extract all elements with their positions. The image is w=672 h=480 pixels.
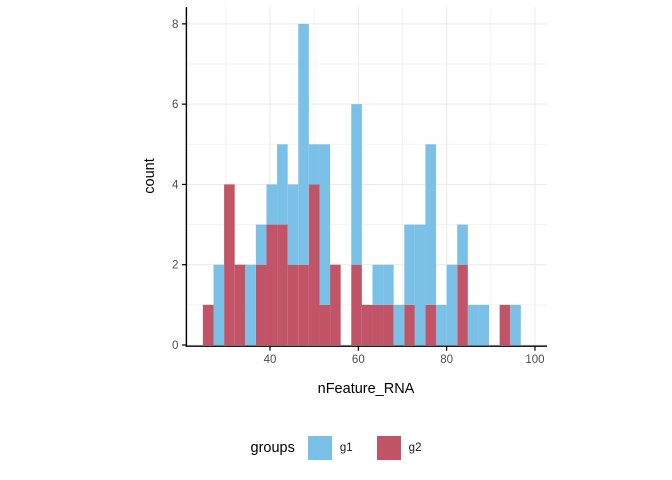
bar-segment-g1: [510, 304, 521, 345]
bar-segment-g1: [308, 144, 320, 185]
bar-segment-g1: [414, 224, 426, 345]
bar-segment-g1: [425, 144, 437, 305]
x-axis-title: nFeature_RNA: [317, 381, 415, 397]
bar-segment-g1: [446, 264, 458, 345]
x-tick-label: 100: [525, 354, 544, 366]
bar-segment-g1: [351, 104, 362, 265]
bar-segment-g2: [372, 304, 384, 345]
y-axis-title: count: [142, 158, 158, 194]
bars-g1: [213, 23, 521, 345]
bar-segment-g2: [499, 304, 511, 345]
bar-segment-g2: [319, 304, 331, 345]
bar-segment-g2: [255, 264, 267, 345]
bar-segment-g2: [287, 264, 299, 345]
bar-segment-g1: [255, 224, 267, 265]
bar-segment-g1: [213, 264, 225, 345]
bar-segment-g1: [467, 304, 479, 345]
bar-segment-g2: [202, 304, 214, 345]
bar-segment-g2: [330, 264, 341, 345]
bar-segment-g1: [298, 23, 309, 265]
y-tick-label: 4: [172, 179, 179, 191]
bar-segment-g1: [457, 224, 468, 265]
bar-segment-g2: [361, 304, 373, 345]
bar-segment-g1: [393, 304, 405, 345]
bar-segment-g1: [266, 184, 278, 225]
bar-segment-g2: [308, 184, 320, 345]
bar-segment-g1: [383, 264, 394, 305]
bar-segment-g1: [319, 144, 331, 305]
bar-segment-g2: [404, 304, 415, 345]
bars-g2: [202, 184, 511, 345]
bar-segment-g2: [351, 264, 362, 345]
legend-title: groups: [250, 440, 295, 456]
legend-label-g2: g2: [408, 442, 422, 454]
y-tick-label: 2: [172, 260, 178, 272]
bar-segment-g1: [404, 224, 415, 305]
bar-segment-g2: [298, 264, 309, 345]
plot-panel: 0 2 4 6 8 40 60 80 100: [172, 7, 547, 366]
legend-label-g1: g1: [339, 442, 353, 454]
bar-segment-g2: [277, 224, 288, 345]
bar-segment-g1: [478, 304, 490, 345]
bar-segment-g2: [266, 224, 278, 345]
y-tick-label: 8: [172, 19, 178, 31]
bar-segment-g1: [287, 184, 299, 265]
axis-ticks: 0 2 4 6 8 40 60 80 100: [172, 19, 545, 366]
bar-segment-g2: [224, 184, 235, 345]
bar-segment-g2: [425, 304, 437, 345]
bar-segment-g2: [234, 264, 246, 345]
y-tick-label: 6: [172, 99, 178, 111]
bar-segment-g1: [245, 264, 256, 345]
x-tick-label: 60: [352, 354, 365, 366]
bar-segment-g2: [383, 304, 394, 345]
bar-segment-g1: [372, 264, 384, 305]
x-tick-label: 40: [264, 354, 277, 366]
legend-swatch-g2: [376, 436, 401, 460]
legend: groups g1 g2: [0, 435, 672, 461]
x-tick-label: 80: [440, 354, 453, 366]
bar-segment-g2: [457, 264, 468, 345]
y-tick-label: 0: [172, 340, 178, 352]
bar-segment-g1: [436, 304, 447, 345]
bar-segment-g1: [277, 144, 288, 225]
legend-swatch-g1: [307, 436, 332, 460]
